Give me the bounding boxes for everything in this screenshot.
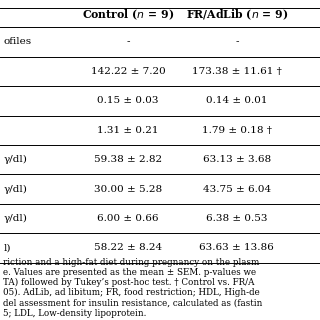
Text: l): l) <box>3 244 11 252</box>
Text: 0.14 ± 0.01: 0.14 ± 0.01 <box>206 96 268 105</box>
Text: 30.00 ± 5.28: 30.00 ± 5.28 <box>94 185 162 194</box>
Text: 63.63 ± 13.86: 63.63 ± 13.86 <box>199 244 274 252</box>
Text: 59.38 ± 2.82: 59.38 ± 2.82 <box>94 155 162 164</box>
Text: FR/AdLib ($\it{n}$ = 9): FR/AdLib ($\it{n}$ = 9) <box>186 7 288 22</box>
Text: γ/dl): γ/dl) <box>3 155 27 164</box>
Text: TA) followed by Tukey’s post-hoc test. † Control vs. FR/A: TA) followed by Tukey’s post-hoc test. †… <box>3 278 255 287</box>
Text: γ/dl): γ/dl) <box>3 185 27 194</box>
Text: 6.00 ± 0.66: 6.00 ± 0.66 <box>97 214 159 223</box>
Text: 6.38 ± 0.53: 6.38 ± 0.53 <box>206 214 268 223</box>
Text: ofiles: ofiles <box>3 37 31 46</box>
Text: 1.79 ± 0.18 †: 1.79 ± 0.18 † <box>202 126 272 135</box>
Text: del assessment for insulin resistance, calculated as (fastin: del assessment for insulin resistance, c… <box>3 299 263 308</box>
Text: 05). AdLib, ad libitum; FR, food restriction; HDL, High-de: 05). AdLib, ad libitum; FR, food restric… <box>3 288 260 298</box>
Text: -: - <box>235 37 238 46</box>
Text: Control ($\it{n}$ = 9): Control ($\it{n}$ = 9) <box>82 7 174 22</box>
Text: 5; LDL, Low-density lipoprotein.: 5; LDL, Low-density lipoprotein. <box>3 309 147 318</box>
Text: -: - <box>126 37 130 46</box>
Text: γ/dl): γ/dl) <box>3 214 27 223</box>
Text: 58.22 ± 8.24: 58.22 ± 8.24 <box>94 244 162 252</box>
Text: 63.13 ± 3.68: 63.13 ± 3.68 <box>203 155 271 164</box>
Text: 0.15 ± 0.03: 0.15 ± 0.03 <box>97 96 159 105</box>
Text: 1.31 ± 0.21: 1.31 ± 0.21 <box>97 126 159 135</box>
Text: riction and a high-fat diet during pregnancy on the plasm: riction and a high-fat diet during pregn… <box>3 258 260 267</box>
Text: 142.22 ± 7.20: 142.22 ± 7.20 <box>91 67 165 76</box>
Text: 173.38 ± 11.61 †: 173.38 ± 11.61 † <box>192 67 282 76</box>
Text: 43.75 ± 6.04: 43.75 ± 6.04 <box>203 185 271 194</box>
Text: e. Values are presented as the mean ± SEM. p-values we: e. Values are presented as the mean ± SE… <box>3 268 256 277</box>
